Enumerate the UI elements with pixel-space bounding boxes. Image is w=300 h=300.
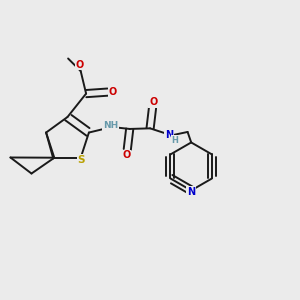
- Text: O: O: [122, 150, 130, 160]
- Text: N: N: [165, 130, 173, 140]
- Text: O: O: [149, 97, 158, 107]
- Text: O: O: [76, 59, 84, 70]
- Text: H: H: [171, 136, 178, 145]
- Text: O: O: [109, 87, 117, 97]
- Text: N: N: [187, 187, 195, 197]
- Text: NH: NH: [103, 122, 118, 130]
- Text: S: S: [78, 155, 85, 165]
